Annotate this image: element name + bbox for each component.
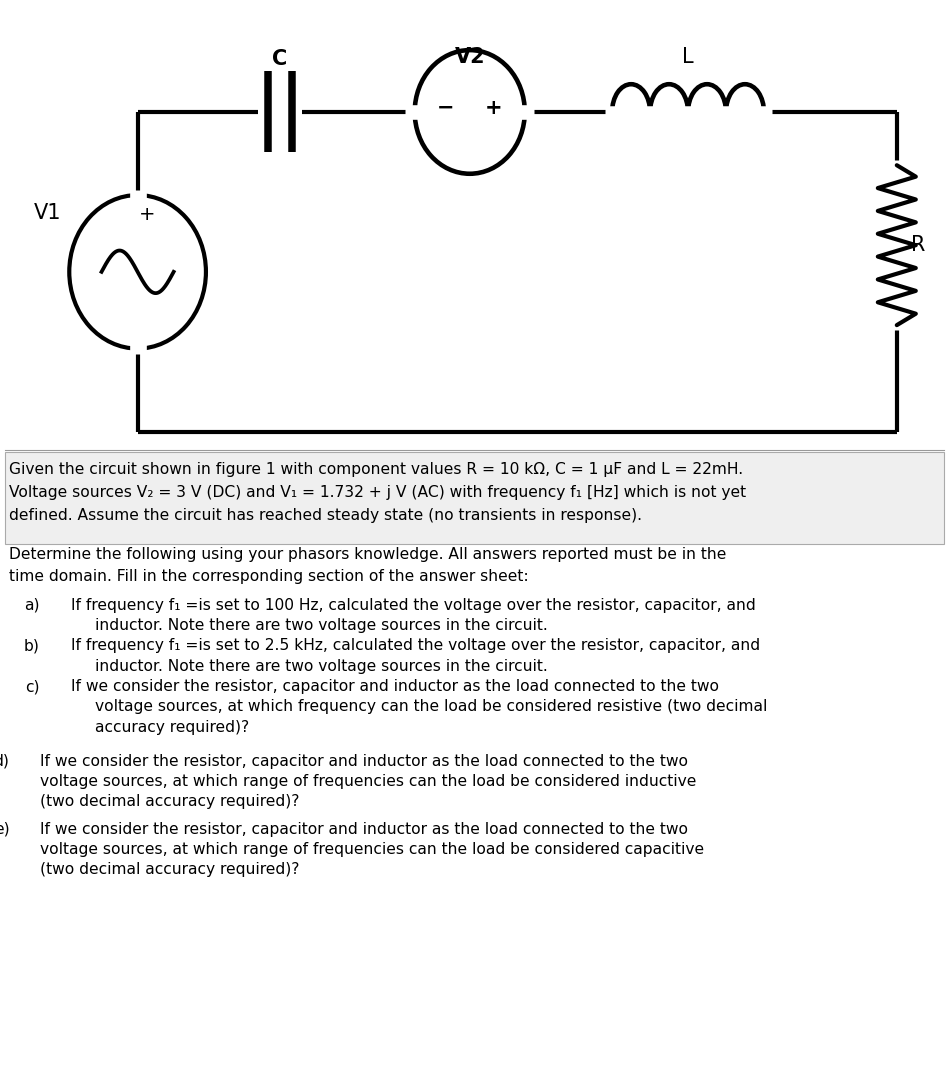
Text: R: R	[911, 236, 925, 255]
Text: If frequency f₁ =is set to 100 Hz, calculated the voltage over the resistor, cap: If frequency f₁ =is set to 100 Hz, calcu…	[71, 598, 756, 613]
Text: If frequency f₁ =is set to 2.5 kHz, calculated the voltage over the resistor, ca: If frequency f₁ =is set to 2.5 kHz, calc…	[71, 639, 760, 653]
Text: a): a)	[25, 598, 40, 613]
Text: inductor. Note there are two voltage sources in the circuit.: inductor. Note there are two voltage sou…	[95, 659, 548, 674]
Text: Determine the following using your phasors knowledge. All answers reported must : Determine the following using your phaso…	[9, 547, 727, 562]
Text: defined. Assume the circuit has reached steady state (no transients in response): defined. Assume the circuit has reached …	[9, 508, 642, 523]
Text: If we consider the resistor, capacitor and inductor as the load connected to the: If we consider the resistor, capacitor a…	[40, 822, 688, 837]
Text: time domain. Fill in the corresponding section of the answer sheet:: time domain. Fill in the corresponding s…	[9, 569, 530, 584]
Text: V1: V1	[34, 204, 62, 223]
Text: e): e)	[0, 822, 9, 837]
Text: V2: V2	[455, 47, 485, 67]
Text: L: L	[682, 47, 694, 67]
Text: voltage sources, at which range of frequencies can the load be considered capaci: voltage sources, at which range of frequ…	[40, 842, 704, 857]
Text: c): c)	[26, 679, 40, 694]
Text: +: +	[139, 205, 156, 224]
Text: +: +	[485, 98, 502, 117]
Text: inductor. Note there are two voltage sources in the circuit.: inductor. Note there are two voltage sou…	[95, 618, 548, 633]
Text: b): b)	[24, 639, 40, 653]
Text: Given the circuit shown in figure 1 with component values R = 10 kΩ, C = 1 μF an: Given the circuit shown in figure 1 with…	[9, 462, 744, 477]
FancyBboxPatch shape	[5, 452, 944, 544]
Text: voltage sources, at which frequency can the load be considered resistive (two de: voltage sources, at which frequency can …	[95, 699, 768, 714]
Text: d): d)	[0, 754, 9, 769]
Text: Voltage sources V₂ = 3 V (DC) and V₁ = 1.732 + j V (AC) with frequency f₁ [Hz] w: Voltage sources V₂ = 3 V (DC) and V₁ = 1…	[9, 485, 747, 500]
Text: C: C	[272, 49, 288, 69]
Text: (two decimal accuracy required)?: (two decimal accuracy required)?	[40, 862, 299, 877]
Text: −: −	[437, 98, 455, 117]
Text: accuracy required)?: accuracy required)?	[95, 720, 250, 734]
Text: If we consider the resistor, capacitor and inductor as the load connected to the: If we consider the resistor, capacitor a…	[40, 754, 688, 769]
Text: (two decimal accuracy required)?: (two decimal accuracy required)?	[40, 794, 299, 809]
Text: voltage sources, at which range of frequencies can the load be considered induct: voltage sources, at which range of frequ…	[40, 774, 697, 789]
Text: If we consider the resistor, capacitor and inductor as the load connected to the: If we consider the resistor, capacitor a…	[71, 679, 719, 694]
